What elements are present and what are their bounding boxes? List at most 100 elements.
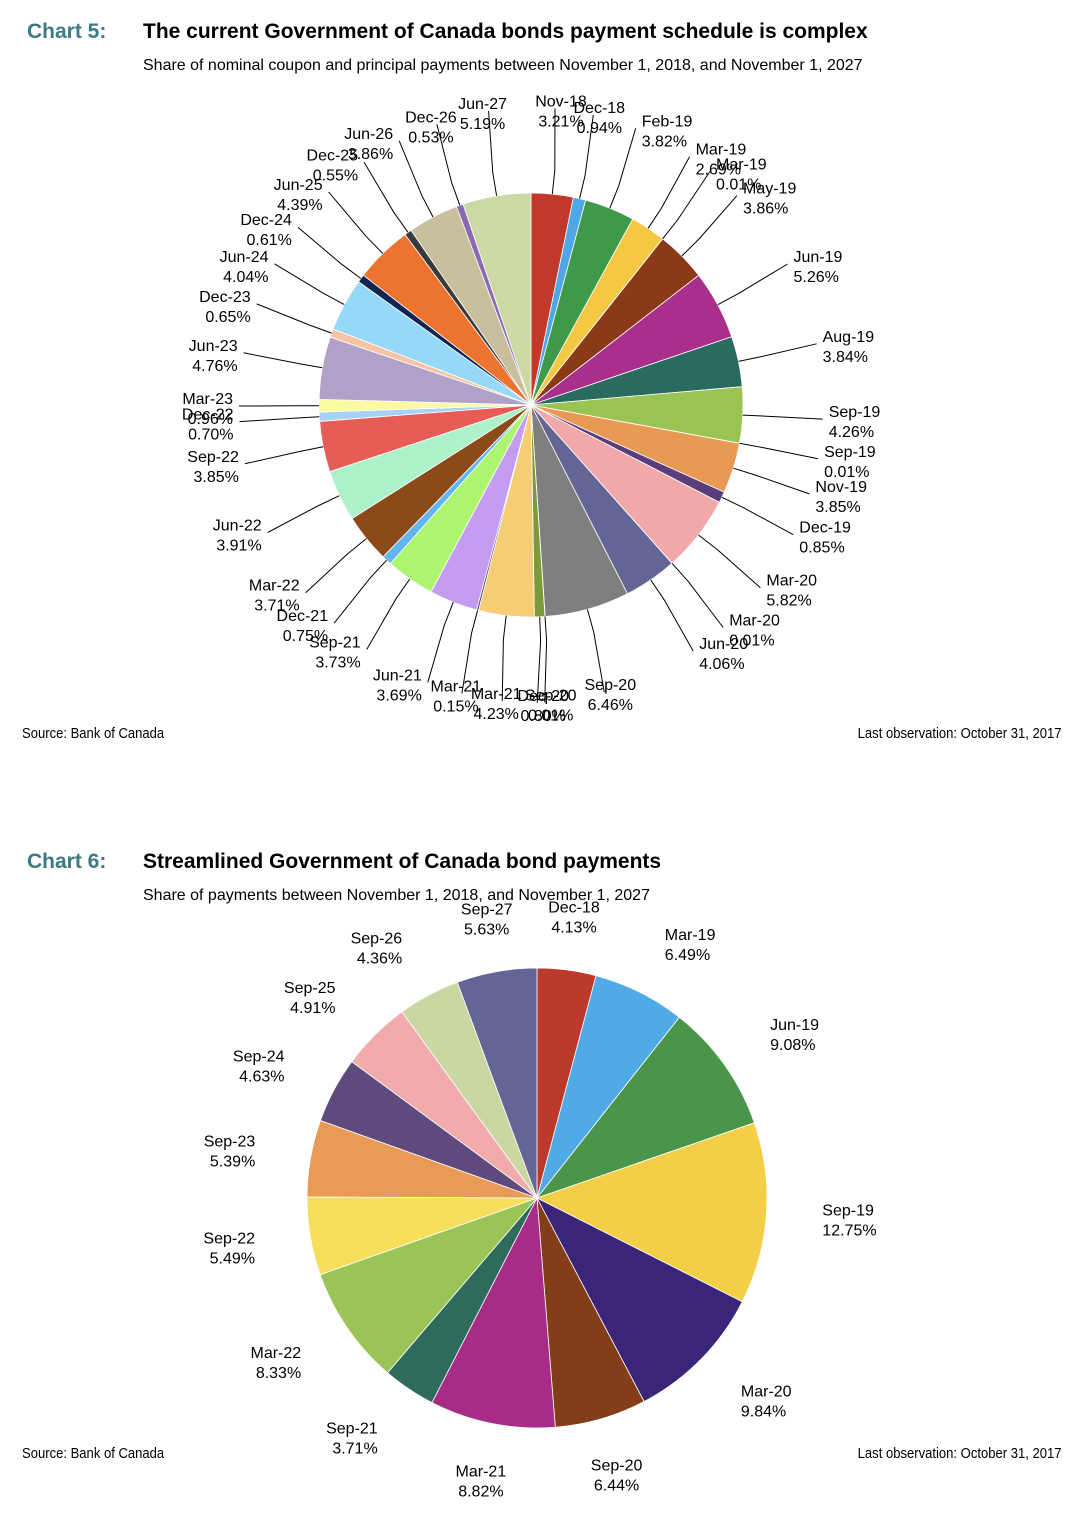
leader-line-aug-19-7 [738, 343, 817, 362]
slice-label-dec-18-0: Dec-18 4.13% [548, 899, 600, 936]
slice-label-dec-24-31: Dec-24 0.61% [240, 212, 292, 249]
slice-label-sep-21-21: Sep-21 3.73% [309, 635, 361, 672]
leader-line-jun-19-6 [717, 263, 788, 306]
leader-line-mar-20-13 [671, 562, 724, 628]
slice-label-nov-18-0: Nov-18 3.21% [535, 94, 587, 131]
leader-line-mar-22-23 [305, 538, 367, 594]
leader-line-jun-27-36 [488, 110, 498, 196]
slice-label-sep-26-13: Sep-26 4.36% [351, 931, 403, 968]
chart-5-panel: Chart 5: The current Government of Canad… [22, 20, 1062, 742]
leader-line-jun-20-14 [650, 579, 694, 652]
chart-title: Streamlined Government of Canada bond pa… [143, 850, 662, 873]
leader-line-sep-19-9 [739, 442, 819, 460]
slice-label-sep-27-14: Sep-27 5.63% [461, 902, 513, 939]
leader-line-jun-24-30 [274, 263, 345, 306]
slice-label-sep-24-11: Sep-24 4.63% [233, 1049, 285, 1086]
chart-subtitle: Share of nominal coupon and principal pa… [143, 57, 863, 74]
source-note: Source: Bank of Canada [22, 1446, 165, 1462]
slice-label-feb-19-2: Feb-19 3.82% [642, 113, 693, 150]
slice-label-aug-19-7: Aug-19 3.84% [823, 329, 875, 366]
slice-label-mar-21-19: Mar-21 0.15% [431, 678, 482, 715]
slice-label-sep-23-10: Sep-23 5.39% [204, 1133, 256, 1170]
slice-label-mar-22-8: Mar-22 8.33% [251, 1345, 302, 1382]
slice-label-jun-21-20: Jun-21 3.69% [373, 667, 422, 704]
slice-label-sep-19-3: Sep-19 12.75% [822, 1202, 876, 1239]
slice-label-dec-19-11: Dec-19 0.85% [799, 520, 851, 557]
last-observation-note: Last observation: October 31, 2017 [858, 726, 1062, 742]
leader-line-mar-21-18 [501, 615, 507, 702]
leader-line-jun-26-34 [398, 140, 434, 218]
pie-chart-6: Dec-18 4.13% Mar-19 6.49% Jun-19 9.08% Sep-19 1… [203, 899, 876, 1500]
slice-label-dec-23-29: Dec-23 0.65% [199, 289, 251, 326]
slice-label-jun-20-14: Jun-20 4.06% [699, 636, 748, 673]
slice-label-sep-21-7: Sep-21 3.71% [326, 1421, 378, 1458]
slice-label-sep-19-8: Sep-19 4.26% [829, 404, 881, 441]
pie-slice-jun-27-36 [462, 192, 532, 406]
slice-label-nov-19-10: Nov-19 3.85% [815, 479, 867, 516]
slice-label-sep-20-5: Sep-20 6.44% [591, 1458, 643, 1495]
leader-line-dec-18-1 [579, 114, 594, 199]
pie-slice-mar-20-4 [536, 1197, 743, 1403]
leader-line-dec-20-17 [536, 616, 542, 703]
pie-chart-5: Nov-18 3.21%Dec-18 0.94% Feb-19 3.82% Mar-19 2… [182, 94, 881, 725]
leader-line-sep-20-16 [544, 616, 548, 703]
slice-label-mar-19-1: Mar-19 6.49% [665, 927, 716, 964]
leader-line-jun-22-24 [267, 495, 340, 533]
leader-line-mar-19-4 [662, 171, 711, 240]
slice-label-jun-19-2: Jun-19 9.08% [770, 1017, 819, 1054]
pie-slice-jun-19-2 [535, 1016, 755, 1199]
slice-label-dec-21-22: Dec-21 0.75% [277, 608, 329, 645]
slice-label-mar-20-4: Mar-20 9.84% [741, 1384, 792, 1421]
leader-line-jun-21-20 [427, 602, 454, 683]
leader-line-mar-19-3 [647, 156, 691, 229]
slice-label-mar-19-4: Mar-19 0.01% [716, 156, 767, 193]
slice-label-jun-19-6: Jun-19 5.26% [794, 249, 843, 286]
leader-line-jun-25-32 [328, 191, 384, 254]
slice-label-dec-22-26: Dec-22 0.70% [182, 407, 234, 444]
leader-line-dec-23-29 [256, 303, 332, 334]
slice-label-jun-23-28: Jun-23 4.76% [189, 338, 238, 375]
slice-label-mar-20-12: Mar-20 5.82% [766, 573, 817, 610]
slice-label-jun-22-24: Jun-22 3.91% [213, 518, 262, 555]
leader-line-nov-19-10 [733, 467, 810, 495]
slice-label-sep-20-16: Sep-20 0.01% [525, 687, 577, 724]
leader-line-sep-20-15 [586, 609, 605, 693]
leader-line-dec-22-26 [239, 416, 320, 423]
leader-line-mar-21-19 [461, 610, 479, 694]
slice-label-sep-20-15: Sep-20 6.46% [585, 677, 637, 714]
chart-subtitle: Share of payments between November 1, 20… [143, 887, 650, 904]
leader-line-jun-23-28 [243, 352, 323, 369]
slice-label-sep-22-25: Sep-22 3.85% [187, 449, 239, 486]
leader-line-feb-19-2 [609, 128, 637, 209]
pie-slice-sep-19-3 [535, 1122, 768, 1303]
leader-line-dec-24-31 [297, 226, 362, 279]
leader-line-sep-19-8 [742, 414, 823, 420]
slice-label-dec-26-35: Dec-26 0.53% [405, 109, 457, 146]
slice-label-jun-26-34: Jun-26 3.86% [344, 126, 393, 163]
last-observation-note: Last observation: October 31, 2017 [858, 1446, 1062, 1462]
source-note: Source: Bank of Canada [22, 726, 165, 742]
chart-title: The current Government of Canada bonds p… [143, 20, 868, 43]
leader-line-may-19-5 [681, 195, 738, 257]
slice-label-mar-20-13: Mar-20 0.01% [729, 613, 780, 650]
slice-label-jun-27-36: Jun-27 5.19% [458, 96, 507, 133]
slice-label-mar-23-27: Mar-23 0.96% [182, 391, 233, 428]
slice-label-sep-25-12: Sep-25 4.91% [284, 980, 336, 1017]
slice-label-sep-19-9: Sep-19 0.01% [824, 444, 876, 481]
leader-line-dec-26-35 [436, 124, 461, 206]
leader-line-dec-21-22 [333, 559, 387, 624]
chart-6-panel: Chart 6: Streamlined Government of Canad… [0, 830, 1084, 1520]
slice-label-dec-25-33: Dec-25 0.55% [307, 147, 359, 184]
slice-label-sep-22-9: Sep-22 5.49% [203, 1231, 255, 1268]
slice-label-mar-22-23: Mar-22 3.71% [249, 578, 300, 615]
slice-label-dec-20-17: Dec-20 0.80% [517, 688, 569, 725]
slice-label-may-19-5: May-19 3.86% [743, 181, 796, 218]
pie-slice-sep-27-14 [456, 967, 538, 1199]
leader-line-mar-20-12 [698, 534, 761, 589]
leader-line-dec-19-11 [721, 496, 794, 536]
chart-number: Chart 5: [27, 20, 107, 43]
leader-line-sep-21-21 [366, 578, 411, 650]
chart-number: Chart 6: [27, 850, 107, 873]
pie-slice-mar-22-8 [319, 1197, 539, 1374]
leader-line-nov-18-0 [551, 108, 556, 195]
